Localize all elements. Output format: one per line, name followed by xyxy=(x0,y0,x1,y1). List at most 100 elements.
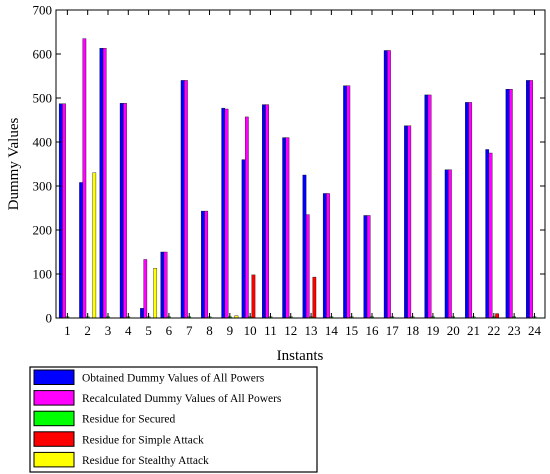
x-tick-label: 21 xyxy=(467,323,480,338)
x-tick-label: 1 xyxy=(64,323,71,338)
x-tick-label: 14 xyxy=(325,323,339,338)
x-tick-label: 19 xyxy=(426,323,439,338)
bar-s2-3 xyxy=(102,48,107,319)
legend: Obtained Dummy Values of All Powers Recal… xyxy=(29,366,318,473)
bar-s2-14 xyxy=(326,193,330,319)
y-tick-label: 300 xyxy=(33,179,53,194)
bar-s1-2 xyxy=(79,182,83,319)
bar-s2-21 xyxy=(468,102,473,319)
x-tick-label: 10 xyxy=(244,323,257,338)
x-tick-label: 3 xyxy=(105,323,112,338)
bar-s2-8 xyxy=(204,210,209,319)
y-tick-label: 200 xyxy=(33,223,53,238)
bar-s1-21 xyxy=(465,102,469,319)
x-tick-label: 20 xyxy=(447,323,460,338)
legend-label-1: Obtained Dummy Values of All Powers xyxy=(82,373,265,385)
x-tick-label: 7 xyxy=(186,323,193,338)
legend-swatch-2 xyxy=(33,390,75,406)
legend-label-3: Residue for Secured xyxy=(82,414,175,426)
legend-label-4: Residue for Simple Attack xyxy=(82,434,204,446)
bar-s1-5 xyxy=(140,308,144,319)
legend-label-5: Residue for Stealthy Attack xyxy=(82,455,209,467)
bar-s2-24 xyxy=(529,80,533,319)
bar-s2-16 xyxy=(366,215,371,319)
bar-s1-13 xyxy=(302,174,307,319)
bar-s2-12 xyxy=(285,137,290,319)
bar-s1-17 xyxy=(383,50,388,319)
y-tick-label: 400 xyxy=(33,135,53,150)
bar-s2-10 xyxy=(245,116,249,319)
bar-s1-1 xyxy=(58,103,63,319)
legend-swatch-3 xyxy=(33,410,75,427)
x-tick-label: 4 xyxy=(125,323,132,338)
bar-s2-4 xyxy=(123,103,127,319)
x-tick-label: 8 xyxy=(206,323,213,338)
y-tick-label: 100 xyxy=(33,267,53,282)
y-axis-title: Dummy Values xyxy=(6,118,22,211)
bar-s1-8 xyxy=(201,210,205,319)
bar-s1-22 xyxy=(485,149,490,319)
bar-s2-5 xyxy=(143,259,148,319)
bar-s2-7 xyxy=(184,80,188,319)
bar-s2-22 xyxy=(488,152,493,319)
legend-label-2: Recalculated Dummy Values of All Powers xyxy=(82,393,282,405)
x-tick-label: 2 xyxy=(84,323,91,338)
x-tick-label: 15 xyxy=(345,323,358,338)
x-tick-label: 12 xyxy=(284,323,297,338)
bar-s1-24 xyxy=(526,80,530,319)
bar-s2-6 xyxy=(163,251,168,319)
bar-s2-1 xyxy=(62,103,66,319)
bar-s4-13 xyxy=(312,276,317,319)
bar-s1-23 xyxy=(505,89,510,319)
x-tick-label: 16 xyxy=(365,323,379,338)
bar-s1-16 xyxy=(363,215,368,319)
bar-s2-15 xyxy=(346,85,351,319)
bar-s1-4 xyxy=(119,103,124,319)
bar-s1-11 xyxy=(262,104,266,319)
legend-swatch-5 xyxy=(33,451,75,468)
bar-s2-2 xyxy=(82,38,87,319)
bar-s1-10 xyxy=(241,159,246,319)
x-tick-label: 6 xyxy=(166,323,173,338)
x-tick-label: 11 xyxy=(264,323,277,338)
bar-s4-10 xyxy=(251,274,256,319)
bar-s1-20 xyxy=(444,169,449,319)
bar-s2-18 xyxy=(407,125,412,319)
bar-s1-6 xyxy=(160,251,165,319)
x-tick-label: 5 xyxy=(145,323,152,338)
y-tick-label: 700 xyxy=(33,3,53,18)
x-axis-title: Instants xyxy=(277,348,324,364)
bar-s2-11 xyxy=(265,104,269,319)
bar-s2-13 xyxy=(305,214,310,319)
legend-box xyxy=(29,366,318,473)
y-tick-label: 500 xyxy=(33,91,53,106)
bar-s1-9 xyxy=(221,107,226,319)
y-tick-label: 0 xyxy=(46,311,53,326)
x-tick-label: 24 xyxy=(528,323,542,338)
x-tick-label: 9 xyxy=(227,323,234,338)
bar-s2-19 xyxy=(427,94,432,319)
bar-s1-15 xyxy=(343,85,347,319)
x-tick-label: 23 xyxy=(508,323,521,338)
bar-s5-5 xyxy=(153,268,158,319)
x-tick-label: 17 xyxy=(386,323,400,338)
bar-s2-23 xyxy=(509,89,513,319)
bar-s2-17 xyxy=(387,50,391,319)
bar-s2-20 xyxy=(448,169,452,319)
bar-s4-22 xyxy=(495,313,499,319)
bars-layer xyxy=(58,38,537,319)
bar-s2-9 xyxy=(224,108,229,319)
bar-s1-7 xyxy=(180,80,185,319)
bar-s1-12 xyxy=(282,137,286,319)
legend-swatch-1 xyxy=(33,369,75,385)
bar-s1-18 xyxy=(404,125,408,319)
x-tick-label: 22 xyxy=(487,323,500,338)
bar-s1-19 xyxy=(424,94,429,319)
y-tick-label: 600 xyxy=(33,47,53,62)
legend-swatch-4 xyxy=(33,431,75,447)
bar-s5-2 xyxy=(92,172,97,319)
plot-frame xyxy=(55,9,546,319)
x-tick-label: 18 xyxy=(406,323,419,338)
